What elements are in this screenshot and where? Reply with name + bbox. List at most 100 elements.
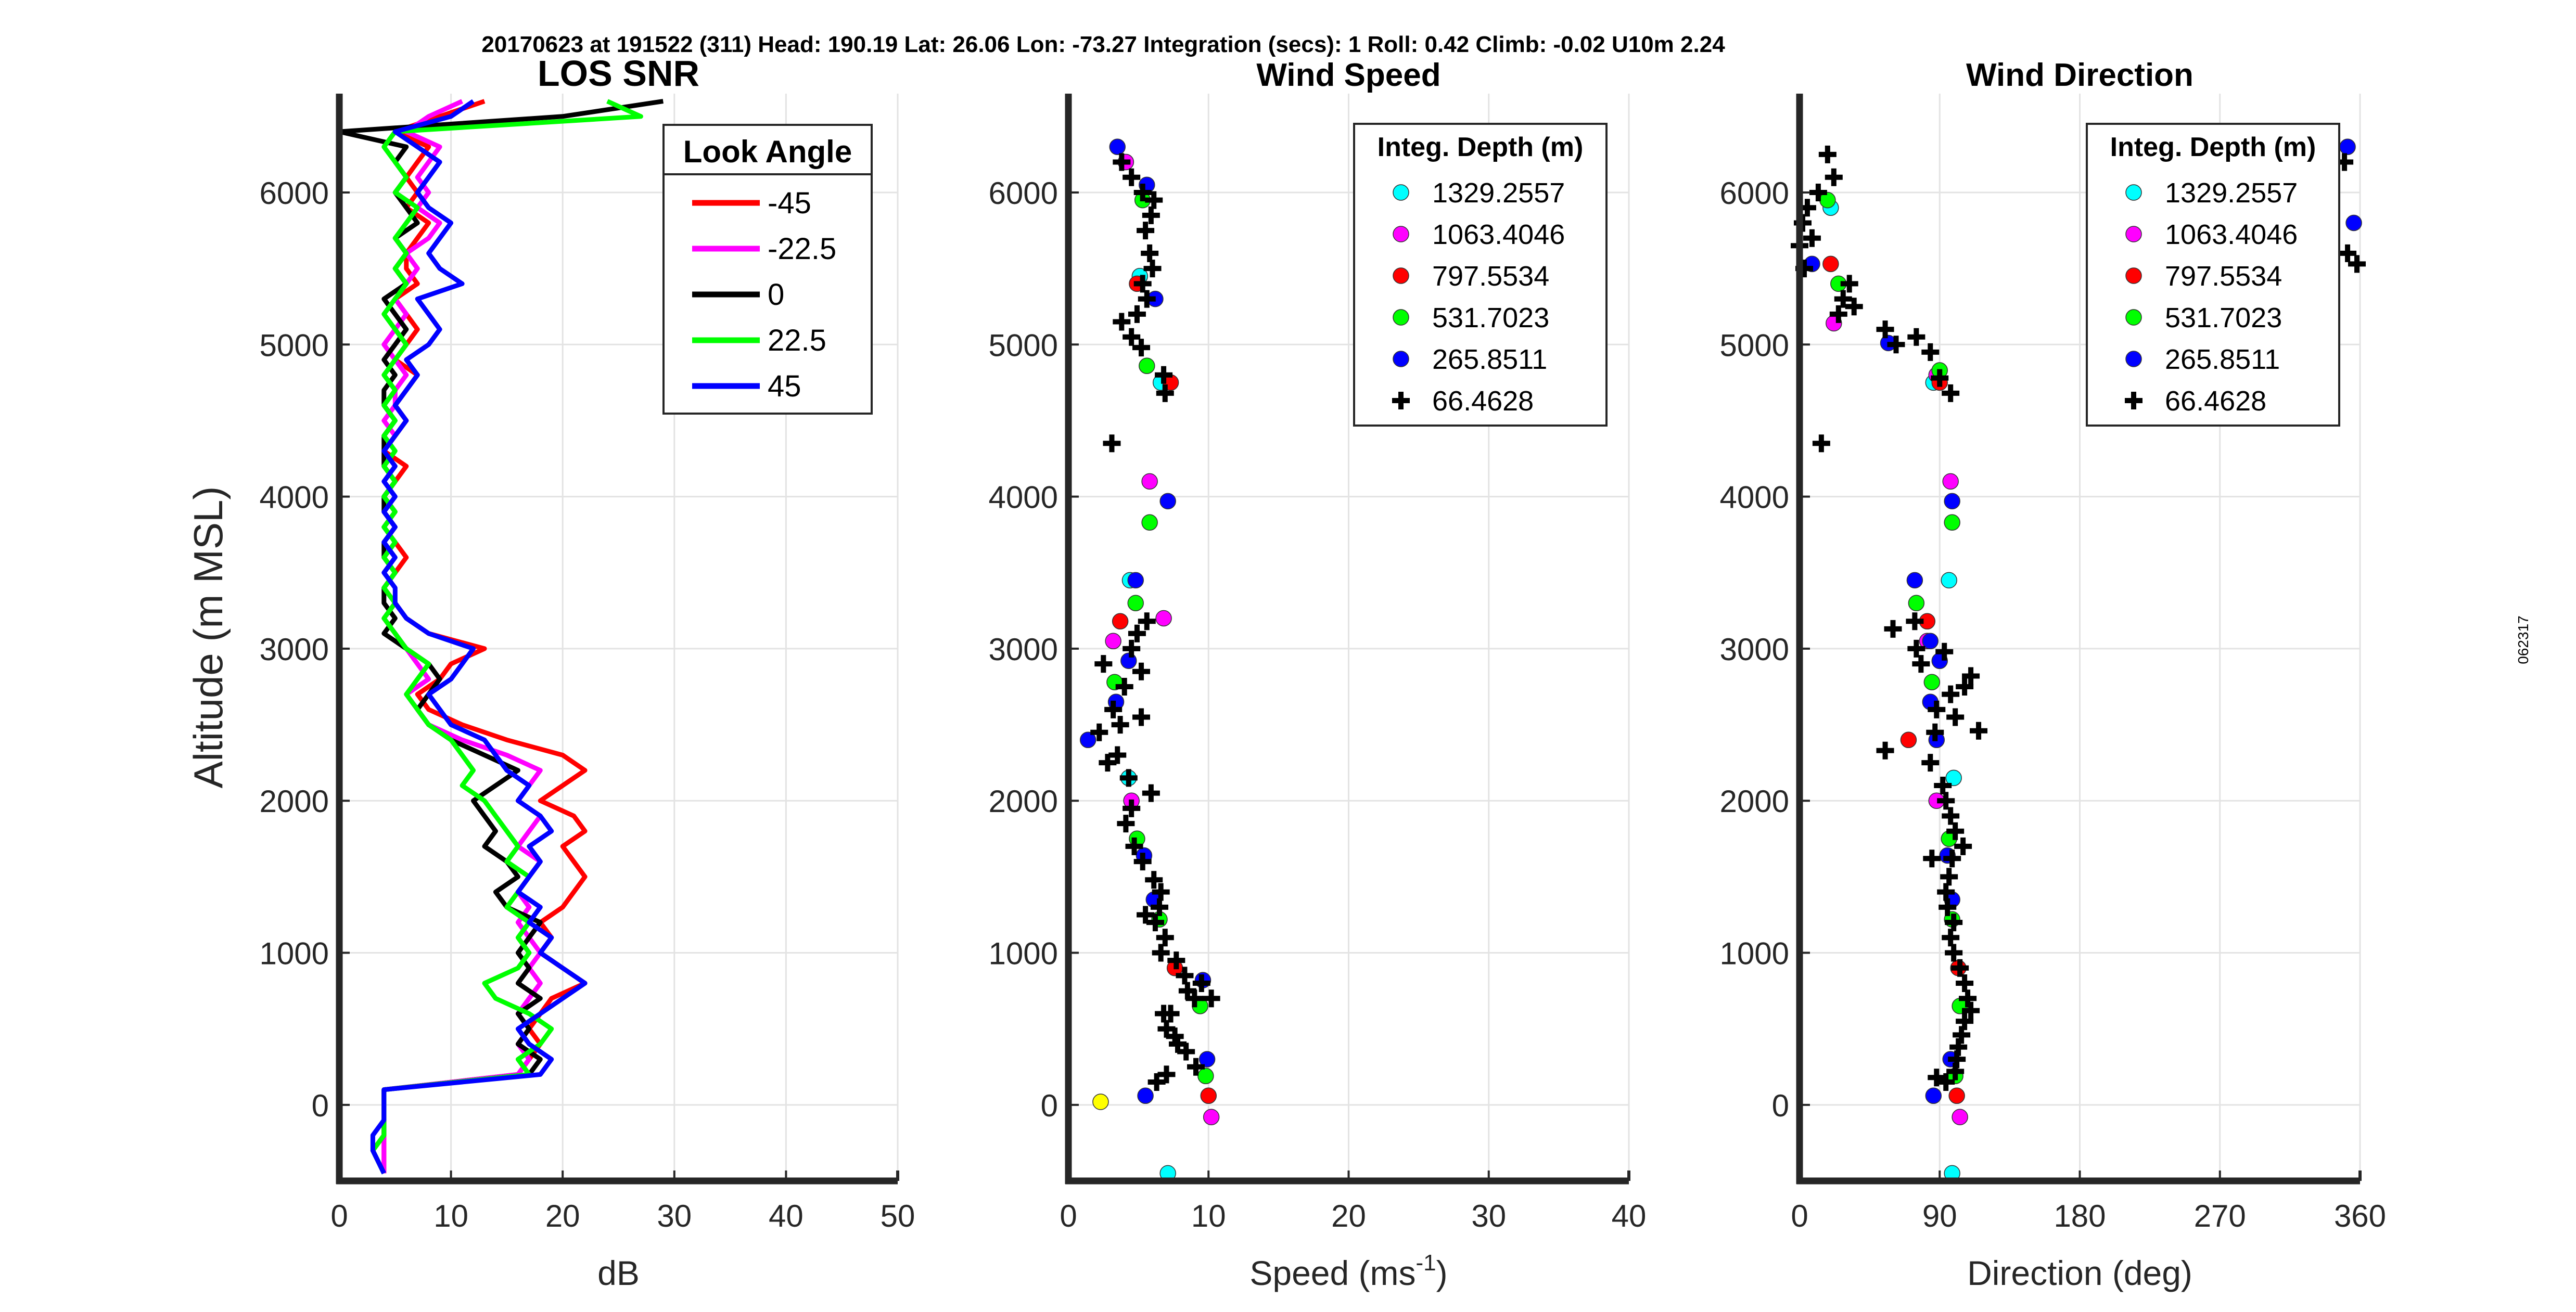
point-1063.4046 <box>1203 1109 1220 1125</box>
legend-label: 1329.2557 <box>2165 177 2298 209</box>
legend-label: 531.7023 <box>2165 302 2282 333</box>
x-tick-label: 50 <box>881 1199 915 1233</box>
point-plus <box>1125 837 1143 855</box>
point-265.8511 <box>1109 138 1126 156</box>
point-265.8511 <box>1127 572 1144 589</box>
legend: Integ. Depth (m) 1329.2557 1063.4046 797.55… <box>1353 123 1608 427</box>
y-tick-label: 2000 <box>989 784 1058 819</box>
point-531.7023 <box>1908 595 1925 611</box>
x-axis-label: dB <box>597 1254 640 1292</box>
point-plus <box>1939 898 1957 916</box>
point-plus <box>1840 275 1858 293</box>
legend-label: 797.5534 <box>1432 261 1549 292</box>
x-axis-label: Direction (deg) <box>1967 1254 2192 1292</box>
point-plus <box>1108 746 1127 764</box>
legend-label: 1329.2557 <box>1432 177 1565 209</box>
legend-title: Look Angle <box>683 134 852 169</box>
legend-swatch <box>2125 226 2142 242</box>
legend-swatch <box>1393 267 1409 284</box>
y-tick-label: 5000 <box>989 328 1058 363</box>
y-tick-label: 1000 <box>260 936 329 971</box>
point-plus <box>1137 222 1155 240</box>
header-text: 20170623 at 191522 (311) Head: 190.19 La… <box>481 32 1725 57</box>
point-plus <box>1812 434 1830 453</box>
point-plus <box>1137 906 1155 924</box>
data-layer <box>1079 138 1220 1182</box>
point-plus <box>1151 898 1169 916</box>
point-265.8511 <box>1906 572 1923 589</box>
point-plus <box>1945 914 1963 932</box>
plot-2: 0 10 20 30 40 0 1000 2000 3000 4000 5000 6000 Wind S… <box>989 57 1647 1292</box>
point-plus <box>1117 815 1135 833</box>
x-tick-label: 360 <box>2334 1199 2386 1233</box>
series-line-45 <box>370 99 588 1175</box>
legend: Look Angle -45 -22.5 0 22.5 45 <box>662 124 873 415</box>
x-tick-label: 40 <box>769 1199 804 1233</box>
point-plus <box>1166 1027 1184 1046</box>
point-plus <box>1876 320 1894 339</box>
legend-swatch <box>1393 309 1409 326</box>
point-265.8511 <box>1079 731 1096 749</box>
point-plus <box>1962 1001 1980 1020</box>
point-plus <box>1940 868 1958 886</box>
legend-label: 265.8511 <box>1432 344 1547 375</box>
point-plus <box>1094 655 1113 673</box>
side-label: 062317 <box>2515 615 2531 664</box>
point-1063.4046 <box>1141 473 1158 490</box>
y-tick-label: 0 <box>1041 1088 1058 1123</box>
legend-swatch <box>2125 351 2142 367</box>
point-plus <box>1803 229 1821 247</box>
point-plus <box>1187 1058 1205 1076</box>
point-plus <box>1825 168 1843 186</box>
chart-title: Wind Direction <box>1966 57 2194 93</box>
legend-swatch <box>2125 267 2142 284</box>
point-265.8511 <box>1198 1051 1216 1067</box>
point-plus <box>1928 700 1946 718</box>
point-plus <box>1155 366 1173 384</box>
legend-swatch <box>2125 184 2142 201</box>
point-plus <box>1147 1073 1166 1091</box>
legend-label: 265.8511 <box>2165 344 2280 375</box>
point-plus <box>1937 792 1955 810</box>
point-plus <box>1945 944 1963 962</box>
point-265.8511 <box>1120 652 1137 670</box>
x-tick-label: 30 <box>657 1199 692 1233</box>
point-797.5534 <box>1200 1087 1217 1104</box>
point-531.7023 <box>1141 514 1158 531</box>
point-plus <box>1921 343 1940 361</box>
legend-title: Integ. Depth (m) <box>2110 132 2316 162</box>
chart-title: Wind Speed <box>1256 57 1440 93</box>
point-plus <box>1111 716 1129 734</box>
point-plus <box>1931 369 1949 387</box>
point-plus <box>1113 153 1131 171</box>
point-plus <box>1178 982 1196 1000</box>
y-tick-label: 6000 <box>1720 176 1789 211</box>
plots-container: 0 10 20 30 40 500100020003000400050006000LOS … <box>185 53 2386 1292</box>
y-tick-label: 5000 <box>1720 328 1789 363</box>
point-265.8511 <box>1922 633 1939 650</box>
point-plus <box>1176 967 1194 985</box>
point-plus <box>1928 1069 1946 1087</box>
plot-1: 0 10 20 30 40 50 0 1000 2000 3000 4000 5000 6000 LOS … <box>185 53 915 1292</box>
point-797.5534 <box>1112 613 1129 630</box>
point-plus <box>1115 678 1133 696</box>
y-tick-label: 2000 <box>260 784 329 819</box>
x-axis-label-superscript: -1 <box>1416 1250 1436 1276</box>
y-tick-label: 6000 <box>260 176 329 211</box>
point-plus <box>1906 612 1924 631</box>
y-tick-label: 3000 <box>1720 632 1789 667</box>
point-531.7023 <box>1923 674 1941 690</box>
point-plus <box>1970 722 1988 740</box>
point-plus <box>1942 685 1960 703</box>
point-plus <box>1099 754 1117 772</box>
x-axis-label: Speed (ms-1) <box>1249 1250 1447 1292</box>
point-plus <box>1937 1073 1955 1091</box>
point-797.5534 <box>1900 731 1917 749</box>
point-plus <box>1123 168 1141 186</box>
point-265.8511 <box>1159 493 1176 510</box>
point-plus <box>1138 290 1156 308</box>
y-tick-label: 0 <box>1772 1088 1789 1123</box>
legend-label: -22.5 <box>768 232 836 266</box>
series-line-22.5 <box>370 99 643 1175</box>
legend-swatch <box>2125 309 2142 326</box>
